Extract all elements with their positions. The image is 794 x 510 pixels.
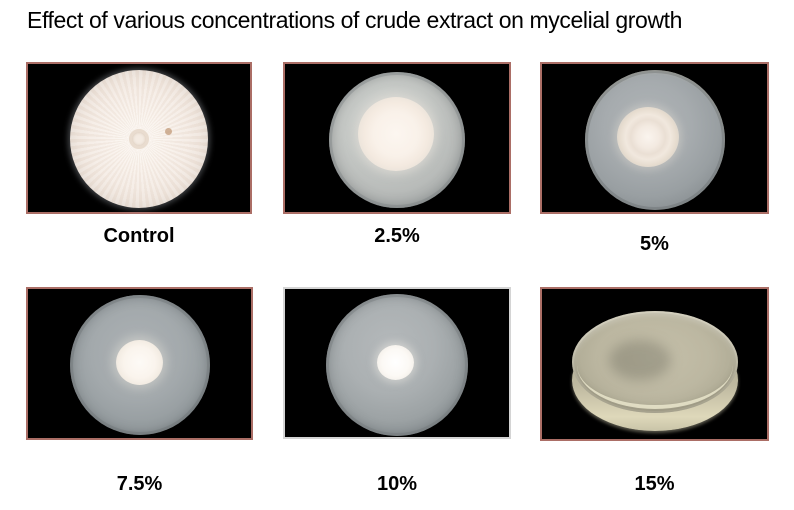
caption-15pct: 15% <box>634 473 675 495</box>
photo-panel-10pct <box>283 287 511 439</box>
photo-panel-15pct <box>540 287 769 441</box>
petri-dish-15pct <box>572 311 738 413</box>
photo-panel-7-5pct <box>26 287 253 440</box>
caption-5pct: 5% <box>640 233 669 255</box>
petri-dish-5pct <box>584 70 725 210</box>
mycelium-colony-10pct <box>377 345 414 380</box>
mycelium-colony-2-5pct <box>358 97 434 171</box>
photo-panel-control <box>26 62 252 214</box>
mycelium-colony-5pct <box>616 107 679 167</box>
petri-dish-2-5pct <box>329 72 465 208</box>
photo-panel-2-5pct <box>283 62 511 214</box>
caption-10pct: 10% <box>376 473 418 495</box>
photo-panel-5pct <box>540 62 769 214</box>
petri-dish-10pct <box>326 294 468 436</box>
mycelium-colony-7-5pct <box>115 340 163 385</box>
petri-dish-control <box>70 70 208 208</box>
figure-title: Effect of various concentrations of crud… <box>27 7 683 33</box>
caption-2-5pct: 2.5% <box>374 225 420 247</box>
caption-control: Control <box>103 225 175 247</box>
petri-dish-7-5pct <box>69 295 210 435</box>
caption-7-5pct: 7.5% <box>116 473 163 495</box>
